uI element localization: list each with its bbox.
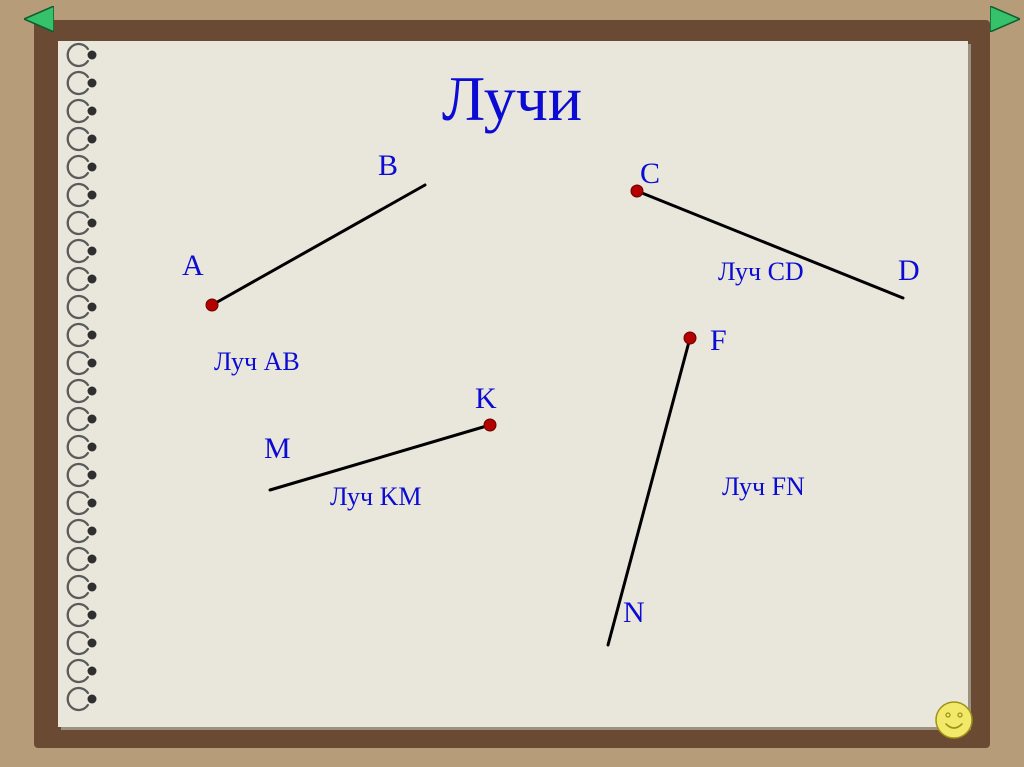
point-label-C: C xyxy=(640,157,660,190)
chevron-left-icon xyxy=(24,6,54,32)
point-label-F: F xyxy=(710,324,727,357)
point-label-K: K xyxy=(475,382,497,415)
point-label-B: B xyxy=(378,149,398,182)
chevron-right-icon xyxy=(990,6,1020,32)
ray-caption-CD: Луч CD xyxy=(718,257,804,286)
slide-canvas: Лучи A B Луч AB C D Луч CD K M Луч KM F N Луч FN xyxy=(0,0,1024,767)
point-K xyxy=(484,419,496,431)
slide-title: Лучи xyxy=(442,63,582,134)
slide-stage: Лучи A B Луч AB C D Луч CD K M Луч KM F N Луч FN xyxy=(0,0,1024,767)
next-slide-button[interactable] xyxy=(990,6,1020,32)
point-label-D: D xyxy=(898,254,920,287)
prev-slide-button[interactable] xyxy=(24,6,54,32)
point-F xyxy=(684,332,696,344)
point-A xyxy=(206,299,218,311)
ray-caption-KM: Луч KM xyxy=(330,482,421,511)
point-label-N: N xyxy=(623,596,645,629)
smiley-icon xyxy=(934,700,974,740)
point-label-A: A xyxy=(182,249,204,282)
ray-caption-AB: Луч AB xyxy=(214,347,300,376)
point-label-M: M xyxy=(264,432,291,465)
ray-caption-FN: Луч FN xyxy=(722,472,805,501)
